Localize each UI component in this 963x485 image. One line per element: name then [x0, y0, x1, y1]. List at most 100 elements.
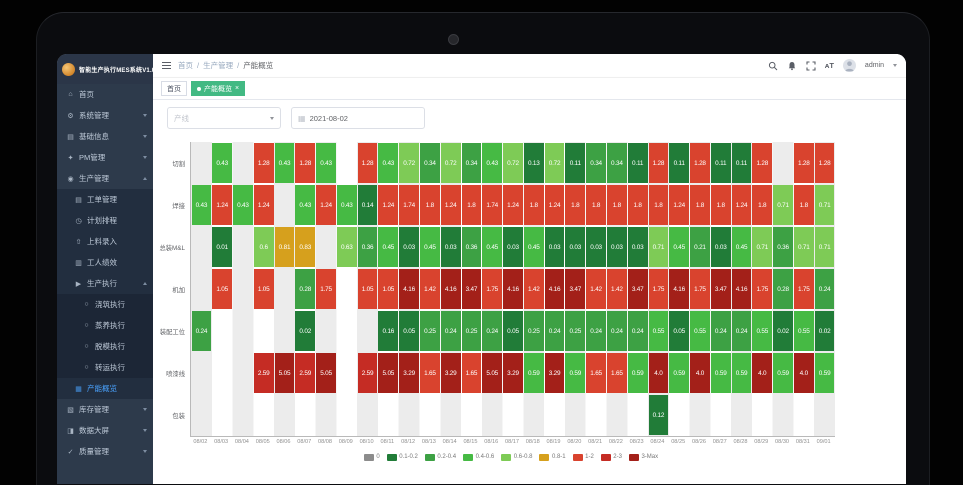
heatmap-cell[interactable]: 0.45 — [669, 226, 690, 268]
heatmap-cell[interactable]: 1.8 — [690, 184, 711, 226]
heatmap-cell[interactable]: 5.05 — [316, 352, 337, 394]
breadcrumb-home[interactable]: 首页 — [178, 61, 193, 70]
heatmap-cell[interactable]: 0.24 — [606, 310, 627, 352]
heatmap-cell[interactable]: 0.43 — [295, 184, 316, 226]
heatmap-cell[interactable]: 0.16 — [378, 310, 399, 352]
heatmap-cell[interactable]: 5.05 — [378, 352, 399, 394]
heatmap-cell[interactable]: 1.8 — [606, 184, 627, 226]
heatmap-cell[interactable]: 1.75 — [690, 268, 711, 310]
heatmap-cell[interactable]: 1.65 — [461, 352, 482, 394]
heatmap-cell[interactable]: 0.36 — [773, 226, 794, 268]
heatmap-cell[interactable]: 1.28 — [690, 142, 711, 184]
bell-icon[interactable] — [787, 61, 797, 71]
heatmap-cell[interactable]: 0.24 — [814, 268, 835, 310]
heatmap-cell[interactable]: 1.65 — [420, 352, 441, 394]
heatmap-cell[interactable]: 1.75 — [752, 268, 773, 310]
heatmap-cell[interactable]: 0.59 — [565, 352, 586, 394]
heatmap-cell[interactable]: 3.29 — [544, 352, 565, 394]
heatmap-cell[interactable]: 4.16 — [669, 268, 690, 310]
heatmap-cell[interactable]: 0.24 — [731, 310, 752, 352]
heatmap-cell[interactable]: 0.45 — [731, 226, 752, 268]
heatmap-cell[interactable]: 1.24 — [731, 184, 752, 226]
heatmap-cell[interactable]: 1.8 — [752, 184, 773, 226]
sidebar-item[interactable]: ▶ 生产执行 — [57, 273, 153, 294]
heatmap-cell[interactable]: 0.24 — [440, 310, 461, 352]
heatmap-cell[interactable]: 1.75 — [482, 268, 503, 310]
heatmap-cell[interactable]: 0.71 — [793, 226, 814, 268]
heatmap-cell[interactable]: 0.05 — [399, 310, 420, 352]
heatmap-cell[interactable]: 0.6 — [253, 226, 274, 268]
heatmap-cell[interactable]: 0.55 — [752, 310, 773, 352]
heatmap-cell[interactable]: 1.65 — [586, 352, 607, 394]
sidebar-item[interactable]: ⌂ 首页 — [57, 84, 153, 105]
heatmap-cell[interactable]: 3.47 — [565, 268, 586, 310]
heatmap-cell[interactable]: 1.75 — [648, 268, 669, 310]
heatmap-cell[interactable]: 0.45 — [523, 226, 544, 268]
sidebar-item[interactable]: ◉ 生产管理 — [57, 168, 153, 189]
heatmap-cell[interactable]: 4.0 — [752, 352, 773, 394]
heatmap-cell[interactable]: 0.71 — [773, 184, 794, 226]
heatmap-cell[interactable]: 0.11 — [669, 142, 690, 184]
font-size-icon[interactable]: ᴀT — [824, 61, 834, 70]
heatmap-cell[interactable]: 0.55 — [648, 310, 669, 352]
heatmap-cell[interactable]: 0.72 — [544, 142, 565, 184]
heatmap-cell[interactable]: 0.34 — [461, 142, 482, 184]
heatmap-cell[interactable]: 0.03 — [565, 226, 586, 268]
legend-item[interactable]: 0.8-1 — [539, 454, 566, 461]
heatmap-cell[interactable]: 0.03 — [606, 226, 627, 268]
heatmap-cell[interactable]: 2.59 — [295, 352, 316, 394]
heatmap-cell[interactable]: 0.81 — [274, 226, 295, 268]
heatmap-cell[interactable]: 1.24 — [253, 184, 274, 226]
heatmap-cell[interactable]: 1.8 — [420, 184, 441, 226]
heatmap-cell[interactable]: 0.11 — [731, 142, 752, 184]
heatmap-cell[interactable]: 0.24 — [586, 310, 607, 352]
heatmap-cell[interactable]: 0.43 — [336, 184, 357, 226]
heatmap-cell[interactable]: 1.05 — [253, 268, 274, 310]
heatmap-cell[interactable]: 0.05 — [503, 310, 524, 352]
heatmap-cell[interactable]: 0.59 — [669, 352, 690, 394]
heatmap-cell[interactable]: 1.24 — [669, 184, 690, 226]
heatmap-cell[interactable]: 0.02 — [814, 310, 835, 352]
heatmap-cell[interactable]: 0.24 — [627, 310, 648, 352]
sidebar-item[interactable]: ⇧ 上料录入 — [57, 231, 153, 252]
heatmap-cell[interactable]: 4.0 — [690, 352, 711, 394]
heatmap-cell[interactable]: 1.8 — [793, 184, 814, 226]
heatmap-cell[interactable]: 2.59 — [253, 352, 274, 394]
heatmap-cell[interactable]: 1.74 — [399, 184, 420, 226]
heatmap-cell[interactable]: 1.24 — [378, 184, 399, 226]
heatmap-cell[interactable]: 1.28 — [814, 142, 835, 184]
fullscreen-icon[interactable] — [806, 60, 816, 71]
heatmap-cell[interactable]: 1.24 — [503, 184, 524, 226]
heatmap-cell[interactable]: 0.63 — [336, 226, 357, 268]
heatmap-cell[interactable]: 0.24 — [191, 310, 212, 352]
heatmap-cell[interactable]: 1.28 — [357, 142, 378, 184]
heatmap-cell[interactable]: 0.45 — [378, 226, 399, 268]
heatmap-cell[interactable]: 3.29 — [399, 352, 420, 394]
heatmap-cell[interactable]: 0.25 — [461, 310, 482, 352]
heatmap-cell[interactable]: 4.16 — [399, 268, 420, 310]
heatmap-cell[interactable]: 0.43 — [378, 142, 399, 184]
heatmap-cell[interactable]: 0.01 — [212, 226, 233, 268]
sidebar-item[interactable]: ▤ 基础信息 — [57, 126, 153, 147]
heatmap-cell[interactable]: 0.25 — [523, 310, 544, 352]
heatmap-cell[interactable]: 3.47 — [710, 268, 731, 310]
heatmap-cell[interactable]: 1.05 — [357, 268, 378, 310]
heatmap-cell[interactable]: 4.16 — [503, 268, 524, 310]
heatmap-cell[interactable]: 1.42 — [523, 268, 544, 310]
heatmap-cell[interactable]: 0.72 — [440, 142, 461, 184]
heatmap-cell[interactable]: 1.42 — [586, 268, 607, 310]
heatmap-cell[interactable]: 0.02 — [295, 310, 316, 352]
heatmap-cell[interactable]: 1.8 — [565, 184, 586, 226]
heatmap-cell[interactable]: 1.28 — [295, 142, 316, 184]
heatmap-cell[interactable]: 0.72 — [399, 142, 420, 184]
heatmap-cell[interactable]: 0.43 — [274, 142, 295, 184]
heatmap-cell[interactable]: 0.59 — [814, 352, 835, 394]
heatmap-cell[interactable]: 0.24 — [482, 310, 503, 352]
sidebar-item[interactable]: ✓ 质量管理 — [57, 441, 153, 462]
heatmap-cell[interactable]: 1.75 — [316, 268, 337, 310]
heatmap-cell[interactable]: 5.05 — [482, 352, 503, 394]
line-select[interactable]: 产线 — [167, 107, 281, 129]
heatmap-cell[interactable]: 3.29 — [440, 352, 461, 394]
heatmap-cell[interactable]: 0.43 — [316, 142, 337, 184]
heatmap-cell[interactable]: 1.74 — [482, 184, 503, 226]
